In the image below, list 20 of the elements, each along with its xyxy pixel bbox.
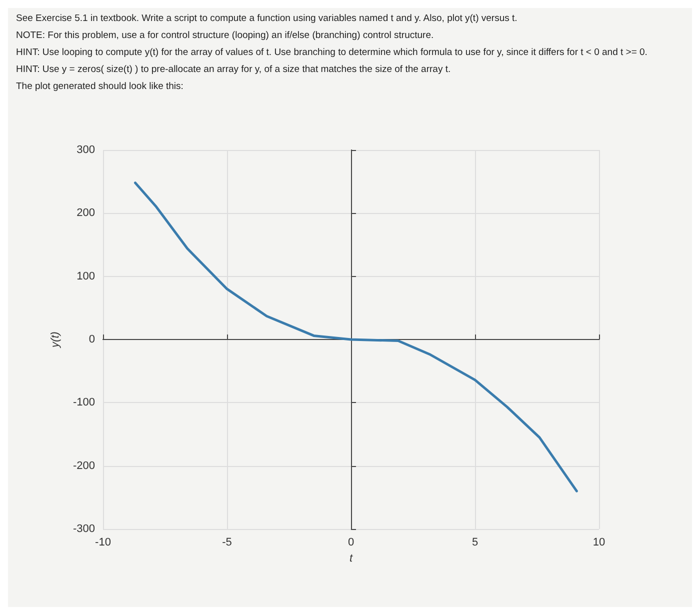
y-tick-label: 300 xyxy=(76,144,95,156)
text: HINT: Use looping to compute y(t) for the array of values of t. Use branching to determine which formula to use for y, since it differs for t < 0 and t >= 0. xyxy=(16,46,648,60)
x-axis-title: t xyxy=(349,552,354,564)
text: HINT: Use y = zeros( size(t) ) to pre-allocate an array for y, of a size that matches the size of the array t. xyxy=(16,63,452,77)
line-series xyxy=(134,182,578,492)
y-tick-label: 0 xyxy=(88,334,95,346)
x-tick-label: 0 xyxy=(348,536,354,548)
y-tick-label: -300 xyxy=(72,523,95,535)
y-tick-label: 100 xyxy=(76,270,95,282)
y-tick-label: 200 xyxy=(76,207,95,220)
text: The plot generated should look like this: xyxy=(16,80,184,94)
x-tick-label: 10 xyxy=(592,536,606,548)
text: See Exercise 5.1 in textbook. Write a script to compute a function using variables named t and y. Also, plot y(t) versus t. xyxy=(16,12,518,26)
x-tick-label: 5 xyxy=(472,536,478,548)
x-tick-label: -10 xyxy=(95,536,111,548)
y-tick-label: -200 xyxy=(72,460,95,472)
text: NOTE: For this problem, use a for control structure (looping) an if/else (branching) control structure. xyxy=(16,29,435,43)
x-tick-label: -5 xyxy=(222,536,232,548)
y-axis-title: y(t) xyxy=(50,331,62,348)
y-tick-label: -100 xyxy=(72,396,95,409)
